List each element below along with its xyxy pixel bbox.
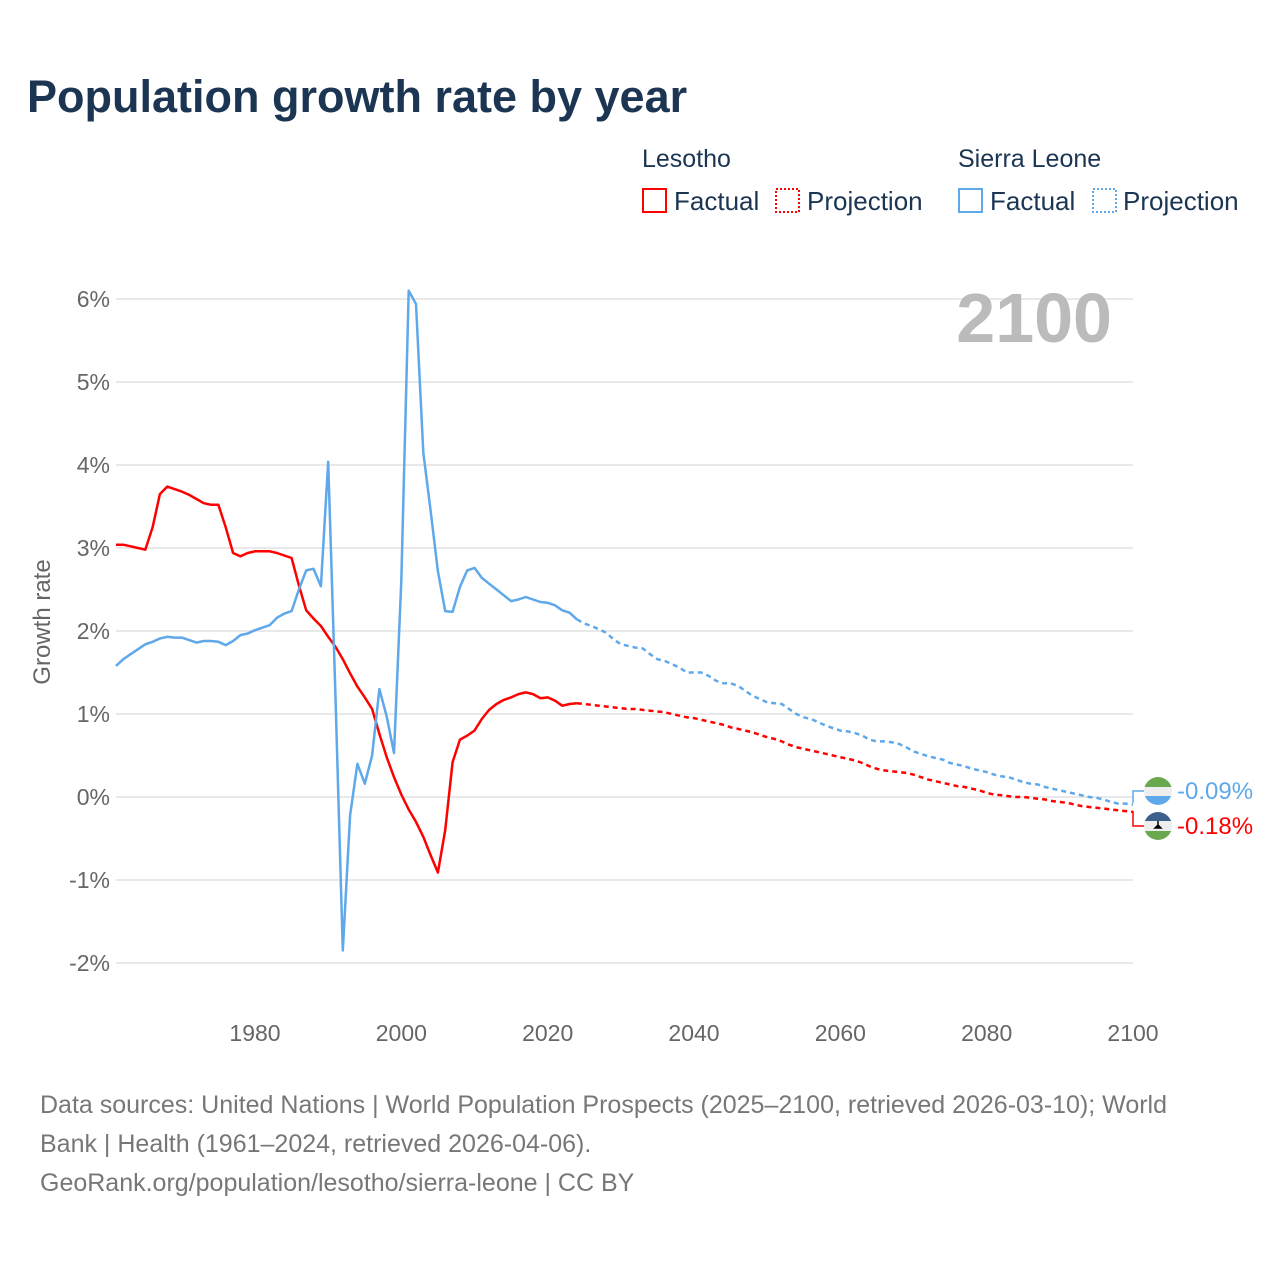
x-tick-label: 2080 — [961, 1020, 1012, 1046]
legend-group-sierra-leone: Sierra Leone — [958, 145, 1101, 173]
y-tick-label: 6% — [77, 286, 110, 312]
legend-swatch-lesotho-factual — [642, 188, 667, 213]
y-tick-label: 1% — [77, 701, 110, 727]
footer-link[interactable]: GeoRank.org/population/lesotho/sierra-le… — [40, 1169, 635, 1197]
grid — [116, 298, 1133, 964]
x-tick-label: 2040 — [668, 1020, 719, 1046]
y-axis: -2% -1% 0% 1% 2% 3% 4% 5% 6% — [69, 286, 110, 976]
legend-label-lesotho-factual: Factual — [674, 186, 759, 216]
x-tick-label: 2020 — [522, 1020, 573, 1046]
line-lesotho-factual — [116, 485, 578, 874]
legend-swatch-sierra-leone-factual — [958, 188, 983, 213]
line-lesotho-projection — [576, 701, 1134, 814]
y-tick-label: 2% — [77, 618, 110, 644]
x-tick-label: 1980 — [229, 1020, 280, 1046]
y-tick-label: -2% — [69, 950, 110, 976]
y-tick-label: 3% — [77, 535, 110, 561]
line-sierra-leone-factual — [115, 289, 578, 952]
footer-sources-line1: Data sources: United Nations | World Pop… — [40, 1091, 1167, 1119]
legend-label-lesotho-projection: Projection — [807, 186, 923, 216]
legend-swatch-sierra-leone-projection — [1092, 188, 1117, 213]
line-sierra-leone-projection — [576, 618, 1134, 806]
x-tick-label: 2100 — [1107, 1020, 1158, 1046]
y-axis-title: Growth rate — [29, 559, 56, 684]
legend: Lesotho Factual Projection Sierra Leone … — [642, 145, 1239, 216]
legend-group-lesotho: Lesotho — [642, 145, 731, 173]
connector-sierra-leone — [1132, 790, 1144, 803]
footer-sources-line2: Bank | Health (1961–2024, retrieved 2026… — [40, 1130, 591, 1158]
legend-swatch-lesotho-projection — [775, 188, 800, 213]
x-tick-label: 2000 — [376, 1020, 427, 1046]
flag-lesotho-icon — [1144, 812, 1172, 840]
y-tick-label: 4% — [77, 452, 110, 478]
x-axis: 1980 2000 2020 2040 2060 2080 2100 — [229, 1020, 1158, 1046]
flag-sierra-leone-icon — [1144, 777, 1172, 805]
y-tick-label: -1% — [69, 867, 110, 893]
end-label-sierra-leone: -0.09% — [1177, 778, 1253, 805]
series-lines — [115, 289, 1134, 952]
y-tick-label: 5% — [77, 369, 110, 395]
y-tick-label: 0% — [77, 784, 110, 810]
x-tick-label: 2060 — [815, 1020, 866, 1046]
year-indicator: 2100 — [956, 279, 1112, 357]
legend-label-sierra-leone-projection: Projection — [1123, 186, 1239, 216]
chart-title: Population growth rate by year — [27, 71, 687, 122]
legend-label-sierra-leone-factual: Factual — [990, 186, 1075, 216]
connector-lesotho — [1132, 811, 1144, 827]
end-label-lesotho: -0.18% — [1177, 813, 1253, 840]
